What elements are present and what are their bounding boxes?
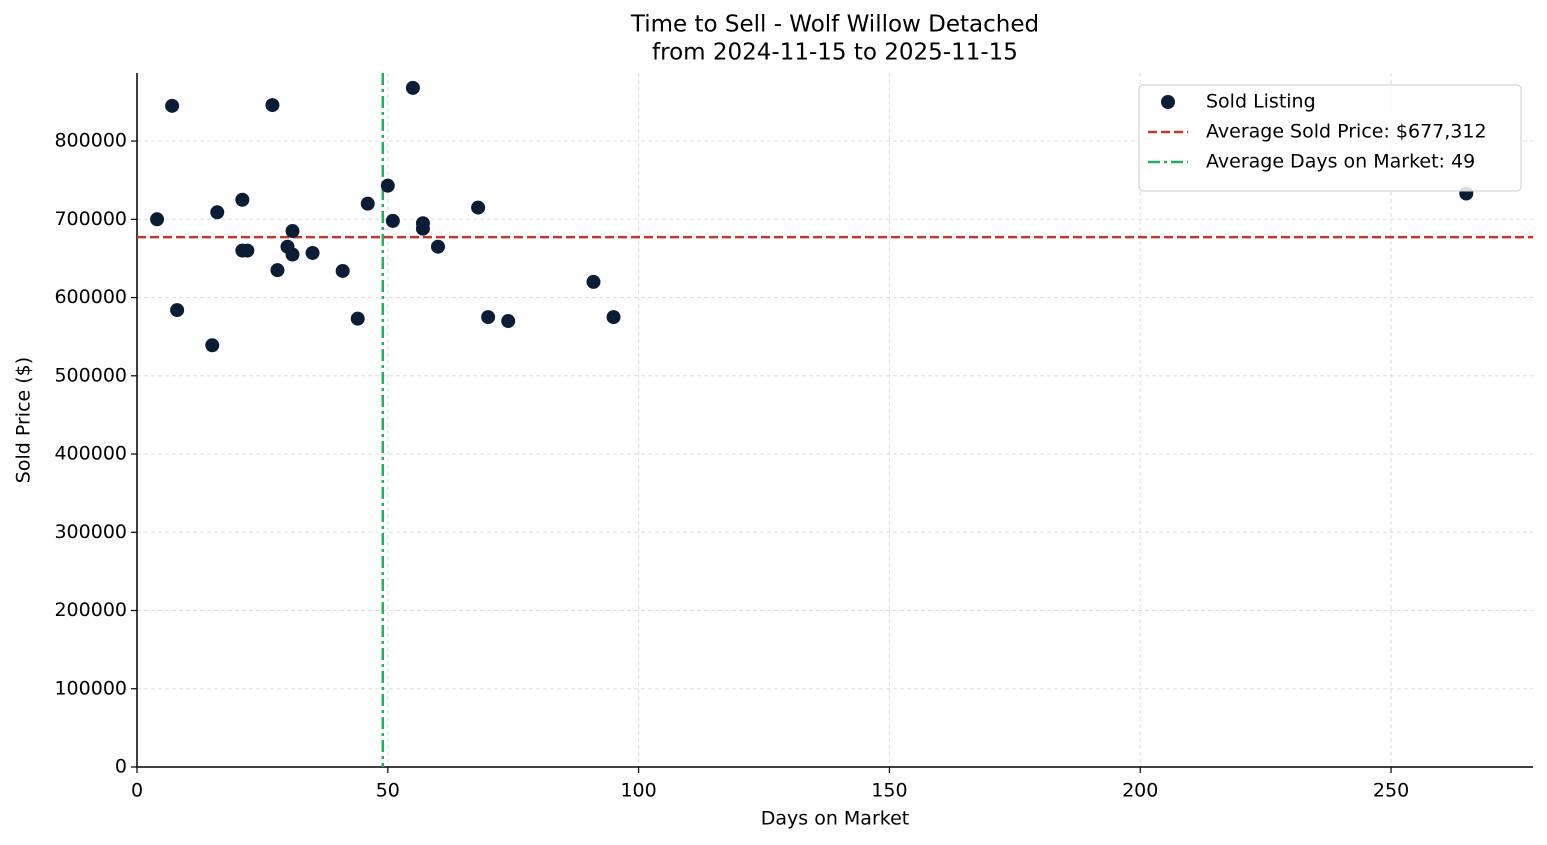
point bbox=[430, 239, 445, 254]
point bbox=[165, 98, 180, 113]
y-tick-label: 300000 bbox=[54, 521, 127, 543]
y-tick-label: 0 bbox=[115, 756, 127, 778]
point bbox=[170, 303, 185, 318]
x-tick-label: 50 bbox=[376, 780, 400, 802]
y-axis-label: Sold Price ($) bbox=[13, 357, 35, 483]
y-tick-label: 600000 bbox=[54, 286, 127, 308]
point bbox=[240, 243, 255, 258]
point bbox=[385, 213, 400, 228]
chart-title: Time to Sell - Wolf Willow Detached bbox=[630, 12, 1039, 38]
x-tick-label: 250 bbox=[1373, 780, 1409, 802]
chart-subtitle: from 2024-11-15 to 2025-11-15 bbox=[652, 40, 1018, 66]
legend-label: Sold Listing bbox=[1206, 91, 1316, 113]
point bbox=[285, 224, 300, 239]
x-tick-label: 150 bbox=[871, 780, 907, 802]
legend-box bbox=[1138, 84, 1522, 192]
point bbox=[586, 274, 601, 289]
point bbox=[405, 80, 420, 95]
y-tick-label: 400000 bbox=[54, 443, 127, 465]
x-tick-label: 200 bbox=[1122, 780, 1158, 802]
y-tick-label: 200000 bbox=[54, 599, 127, 621]
point bbox=[471, 200, 486, 215]
point bbox=[501, 314, 516, 329]
point bbox=[360, 196, 375, 211]
point bbox=[235, 192, 250, 207]
point bbox=[606, 310, 621, 325]
point bbox=[150, 212, 165, 227]
point bbox=[205, 338, 220, 353]
y-tick-label: 800000 bbox=[54, 130, 127, 152]
point bbox=[270, 263, 285, 278]
x-tick-label: 0 bbox=[131, 780, 143, 802]
point bbox=[210, 205, 225, 220]
point bbox=[481, 310, 496, 325]
point bbox=[350, 311, 365, 326]
x-axis-label: Days on Market bbox=[761, 808, 909, 830]
point bbox=[415, 221, 430, 236]
legend-label: Average Days on Market: 49 bbox=[1206, 151, 1475, 173]
point bbox=[285, 247, 300, 262]
y-tick-label: 500000 bbox=[54, 364, 127, 386]
x-tick-label: 100 bbox=[620, 780, 656, 802]
legend-label: Average Sold Price: $677,312 bbox=[1206, 121, 1487, 143]
y-tick-label: 700000 bbox=[54, 208, 127, 230]
legend-marker bbox=[1161, 95, 1175, 109]
y-tick-label: 100000 bbox=[54, 677, 127, 699]
point bbox=[380, 178, 395, 193]
point bbox=[335, 263, 350, 278]
point bbox=[305, 245, 320, 260]
point bbox=[265, 98, 280, 113]
